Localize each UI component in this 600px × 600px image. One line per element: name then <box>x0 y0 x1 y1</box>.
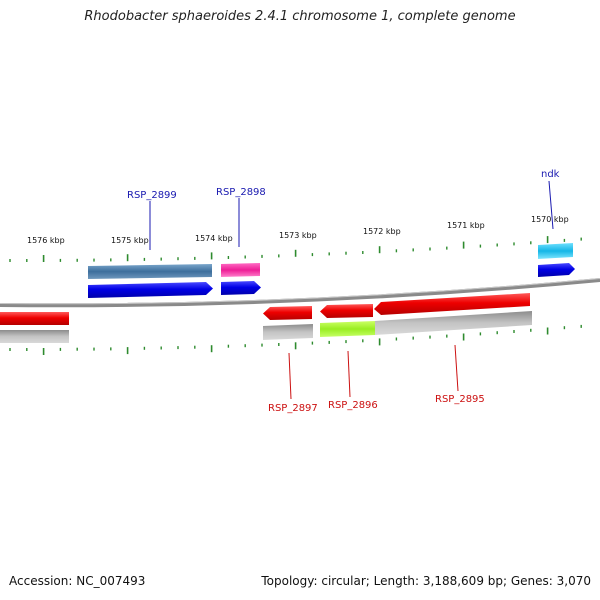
gene-ndk[interactable]: ndk <box>538 169 575 277</box>
gene-RSP_2898[interactable]: RSP_2898 <box>216 187 266 295</box>
gene-RSP_2897[interactable]: RSP_2897 <box>263 306 318 414</box>
gene-ndk-label: ndk <box>541 169 560 180</box>
gene-RSP_2897-cog-bar <box>263 324 313 340</box>
scale-label-1575: 1575 kbp <box>111 236 149 245</box>
gene-left-partial-arrow <box>0 312 69 325</box>
gene-RSP_2896-arrow <box>320 304 373 318</box>
chromosome-backbone-highlight <box>0 278 600 305</box>
gene-RSP_2897-arrow <box>263 306 312 320</box>
gene-RSP_2896[interactable]: RSP_2896 <box>320 304 378 411</box>
gene-RSP_2898-label: RSP_2898 <box>216 187 266 198</box>
gene-left-partial-cog-bar <box>0 330 69 343</box>
chromosome-backbone <box>0 278 600 308</box>
scale-label-1572: 1572 kbp <box>363 227 401 236</box>
gene-RSP_2895[interactable]: RSP_2895 <box>374 293 532 405</box>
gene-RSP_2895-cog-bar <box>375 311 532 335</box>
gene-RSP_2895-label: RSP_2895 <box>435 394 485 405</box>
gene-RSP_2899-arrow <box>88 282 213 298</box>
gene-RSP_2899-label: RSP_2899 <box>127 190 177 201</box>
gene-RSP_2896-cog-bar <box>320 321 375 337</box>
gene-RSP_2897-leader <box>288 352 292 400</box>
scale-label-1574: 1574 kbp <box>195 234 233 243</box>
gene-RSP_2898-cog-bar <box>221 263 260 277</box>
gene-left-partial[interactable] <box>0 312 69 343</box>
gene-RSP_2897-label: RSP_2897 <box>268 403 318 414</box>
gene-RSP_2895-arrow <box>374 293 530 315</box>
scale-label-1573: 1573 kbp <box>279 231 317 240</box>
gene-ndk-arrow <box>538 263 575 277</box>
tick-ring-outer <box>9 236 582 262</box>
gene-RSP_2899-cog-bar <box>88 264 212 279</box>
gene-RSP_2896-leader <box>347 350 351 398</box>
accession-label: Accession: NC_007493 <box>9 574 146 588</box>
scale-label-1571: 1571 kbp <box>447 221 485 230</box>
genome-summary-label: Topology: circular; Length: 3,188,609 bp… <box>261 574 591 588</box>
map-title: Rhodobacter sphaeroides 2.4.1 chromosome… <box>84 9 516 24</box>
gene-ndk-cog-bar <box>538 243 573 259</box>
gene-RSP_2896-label: RSP_2896 <box>328 400 378 411</box>
gene-RSP_2899[interactable]: RSP_2899 <box>88 190 213 298</box>
gene-RSP_2898-arrow <box>221 281 261 295</box>
scale-label-1576: 1576 kbp <box>27 236 65 245</box>
gene-RSP_2895-leader <box>454 344 459 392</box>
gene-ndk-leader <box>548 180 554 230</box>
scale-label-1570: 1570 kbp <box>531 215 569 224</box>
tick-ring-inner <box>9 324 582 355</box>
